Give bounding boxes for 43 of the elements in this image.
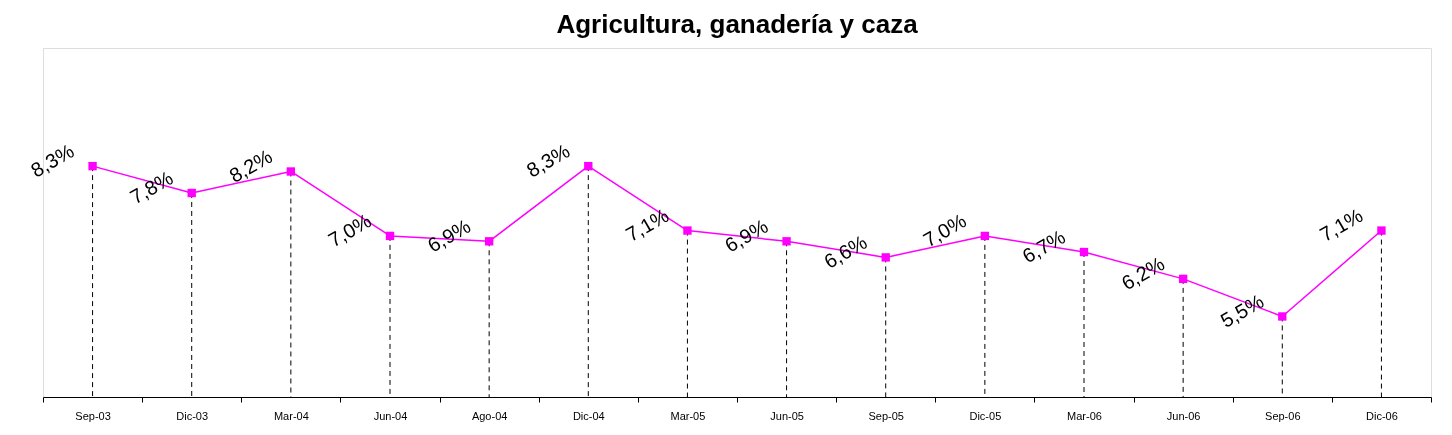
point xyxy=(1278,312,1287,321)
x-tick-label: Dic-05 xyxy=(969,409,1002,422)
point xyxy=(881,253,890,262)
x-tick-label: Sep-03 xyxy=(75,409,111,422)
point xyxy=(187,188,196,198)
point xyxy=(1377,226,1386,235)
data-label: 6,7% xyxy=(1018,225,1070,268)
point xyxy=(782,237,791,246)
data-label: 6,9% xyxy=(423,214,475,257)
point xyxy=(385,231,395,241)
point xyxy=(484,237,494,246)
data-label: 8,2% xyxy=(225,144,277,187)
x-tick-label: Jun-05 xyxy=(770,409,804,422)
x-tick-label: Dic-06 xyxy=(1366,409,1398,422)
x-tick-label: Dic-04 xyxy=(572,409,605,422)
chart-title: Agricultura, ganadería y caza xyxy=(556,9,919,39)
data-label: 8,3% xyxy=(522,139,574,182)
data-label: 6,2% xyxy=(1117,252,1169,295)
point xyxy=(1079,247,1089,257)
data-label: 5,5% xyxy=(1216,289,1268,332)
x-tick-label: Mar-04 xyxy=(273,409,309,422)
data-label: 7,1% xyxy=(1315,203,1367,246)
point xyxy=(584,161,593,171)
x-tick-label: Mar-05 xyxy=(670,409,706,422)
x-tick-label: Sep-06 xyxy=(1265,409,1301,422)
x-tick-label: Sep-05 xyxy=(868,409,904,422)
x-tick-label: Mar-06 xyxy=(1067,409,1102,422)
x-tick-label: Ago-04 xyxy=(471,409,508,422)
point xyxy=(980,231,990,241)
x-tick-label: Jun-06 xyxy=(1166,409,1201,422)
data-label: 7,0% xyxy=(919,209,971,252)
point xyxy=(683,226,692,235)
point xyxy=(1178,274,1188,284)
point xyxy=(286,167,296,176)
data-label: 7,1% xyxy=(621,203,673,246)
point xyxy=(88,161,97,171)
x-tick-label: Jun-04 xyxy=(373,409,408,422)
data-label: 8,3% xyxy=(27,139,78,182)
data-label: 7,8% xyxy=(126,166,177,209)
data-label: 6,9% xyxy=(721,214,772,257)
data-label: 6,6% xyxy=(820,230,871,273)
x-tick-label: Dic-03 xyxy=(176,409,209,422)
data-label: 7,0% xyxy=(324,209,376,252)
